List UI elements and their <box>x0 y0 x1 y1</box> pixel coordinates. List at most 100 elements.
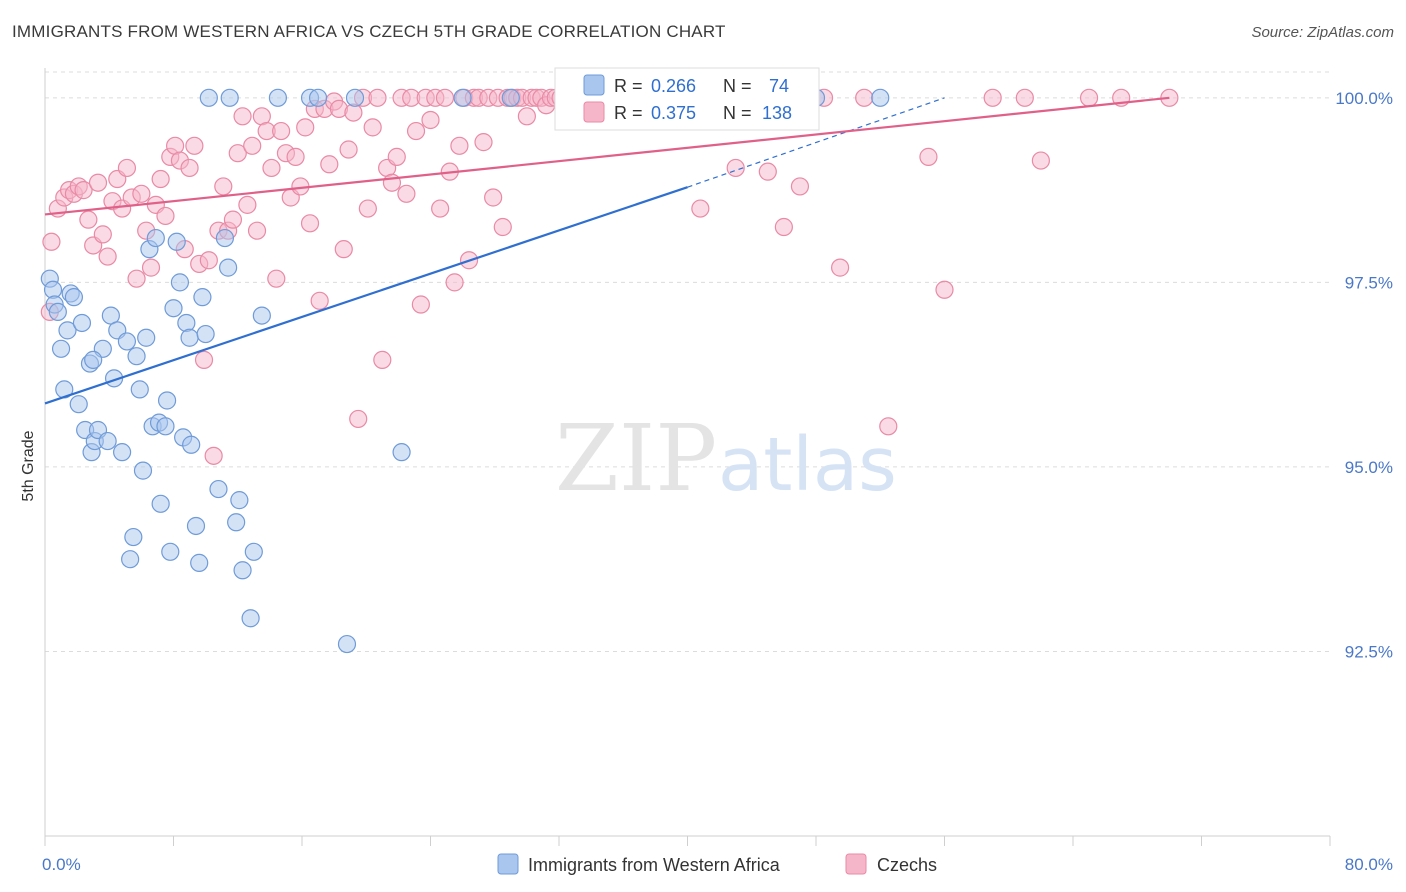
x-tick-label-1: 80.0% <box>1345 855 1393 874</box>
stats-legend-swatch-blue <box>583 74 605 96</box>
point-czechs-11 <box>93 225 112 244</box>
point-western-africa-35 <box>157 391 177 410</box>
point-czechs-68 <box>368 88 387 107</box>
stats-r-value-2: 0.375 <box>651 103 696 123</box>
point-czechs-74 <box>397 184 416 203</box>
point-czechs-18 <box>127 269 146 288</box>
point-western-africa-46 <box>193 288 212 307</box>
point-western-africa-25 <box>127 347 146 366</box>
point-czechs-51 <box>286 147 305 166</box>
point-czechs-43 <box>247 221 267 240</box>
point-czechs-53 <box>296 118 315 137</box>
svg-text:R = 0.266 N =: R = 0.266 N = 74 <box>614 76 789 96</box>
point-czechs-64 <box>349 409 368 429</box>
point-western-africa-63 <box>345 88 365 107</box>
point-czechs-137 <box>1079 88 1099 107</box>
chart-source: Source: ZipAtlas.com <box>1251 24 1394 41</box>
point-western-africa-50 <box>215 228 234 248</box>
point-western-africa-10 <box>72 313 92 333</box>
point-western-africa-38 <box>167 232 186 251</box>
point-czechs-90 <box>474 133 493 152</box>
point-western-africa-9 <box>69 395 88 414</box>
trend-line-western-africa <box>44 186 688 405</box>
point-czechs-16 <box>117 158 137 178</box>
point-czechs-136 <box>1031 151 1050 170</box>
point-czechs-127 <box>790 177 810 196</box>
point-western-africa-64 <box>392 443 411 462</box>
stats-r-label-1: R = <box>614 76 648 96</box>
stats-r-value-1: 0.266 <box>651 76 696 96</box>
point-czechs-131 <box>879 417 898 436</box>
point-western-africa-22 <box>117 332 137 351</box>
point-western-africa-42 <box>180 328 199 347</box>
svg-text:R = 0.375 N =: R = 0.375 N = 138 <box>614 103 792 123</box>
point-czechs-30 <box>185 136 204 155</box>
point-western-africa-3 <box>48 302 67 322</box>
point-western-africa-17 <box>98 431 117 451</box>
point-western-africa-61 <box>308 88 328 107</box>
point-western-africa-47 <box>196 324 215 344</box>
y-tick-label-3: 100.0% <box>1335 89 1393 108</box>
point-czechs-85 <box>450 136 469 155</box>
y-tick-label-0: 92.5% <box>1345 642 1393 661</box>
point-czechs-67 <box>363 118 382 137</box>
point-czechs-38 <box>223 210 243 229</box>
point-western-africa-8 <box>64 288 84 307</box>
point-western-africa-26 <box>130 380 149 399</box>
trend-line-western-africa-extension <box>687 97 945 188</box>
series-legend: Immigrants from Western Africa Czechs <box>497 853 937 875</box>
watermark: ZIP atlas <box>555 405 897 512</box>
tick-labels: 92.5% 95.0% 97.5% 100.0% 0.0% 80.0% <box>42 89 1393 874</box>
point-czechs-82 <box>435 88 455 107</box>
point-western-africa-34 <box>156 417 175 436</box>
point-czechs-24 <box>156 206 175 226</box>
stats-legend-swatch-pink <box>583 101 605 123</box>
point-czechs-58 <box>320 155 339 174</box>
point-western-africa-51 <box>220 88 239 107</box>
point-czechs-36 <box>214 177 233 196</box>
point-czechs-12 <box>98 247 117 266</box>
point-western-africa-66 <box>501 88 520 107</box>
point-western-africa-73 <box>84 350 103 369</box>
point-czechs-66 <box>358 199 377 218</box>
point-czechs-41 <box>238 195 257 214</box>
point-czechs-99 <box>517 107 536 126</box>
stats-n-label-2: N = <box>723 103 757 123</box>
point-czechs-79 <box>421 110 440 130</box>
point-western-africa-41 <box>177 313 196 333</box>
point-western-africa-33 <box>151 494 170 513</box>
series-czechs <box>40 88 1179 465</box>
point-czechs-54 <box>300 214 320 233</box>
point-western-africa-58 <box>219 258 238 277</box>
point-western-africa-44 <box>186 516 206 536</box>
point-czechs-132 <box>919 147 938 166</box>
point-czechs-77 <box>411 295 430 314</box>
point-western-africa-4 <box>51 339 71 358</box>
point-czechs-133 <box>935 280 954 299</box>
point-western-africa-49 <box>209 479 228 499</box>
point-czechs-72 <box>387 147 406 166</box>
stats-legend: R = 0.266 N = 74 R = 0.375 N = 138 <box>554 67 820 131</box>
stats-n-label-1: N = <box>723 76 757 96</box>
point-czechs-32 <box>194 350 214 369</box>
point-western-africa-62 <box>337 634 357 654</box>
point-czechs-69 <box>373 350 392 369</box>
point-western-africa-56 <box>241 609 260 628</box>
point-czechs-122 <box>691 199 710 218</box>
point-czechs-39 <box>228 144 247 163</box>
point-western-africa-27 <box>133 461 153 480</box>
point-czechs-33 <box>199 251 218 270</box>
point-western-africa-57 <box>252 306 271 325</box>
point-czechs-19 <box>132 184 151 203</box>
point-czechs-76 <box>406 121 426 141</box>
point-czechs-125 <box>758 162 777 181</box>
y-axis-label: 5th Grade <box>20 430 37 501</box>
point-czechs-84 <box>445 273 464 292</box>
legend-swatch-czechs <box>845 853 867 875</box>
y-tick-label-1: 95.0% <box>1345 458 1393 477</box>
point-western-africa-39 <box>170 273 190 292</box>
point-western-africa-31 <box>146 228 165 248</box>
point-czechs-34 <box>204 446 223 465</box>
point-czechs-21 <box>141 258 161 277</box>
